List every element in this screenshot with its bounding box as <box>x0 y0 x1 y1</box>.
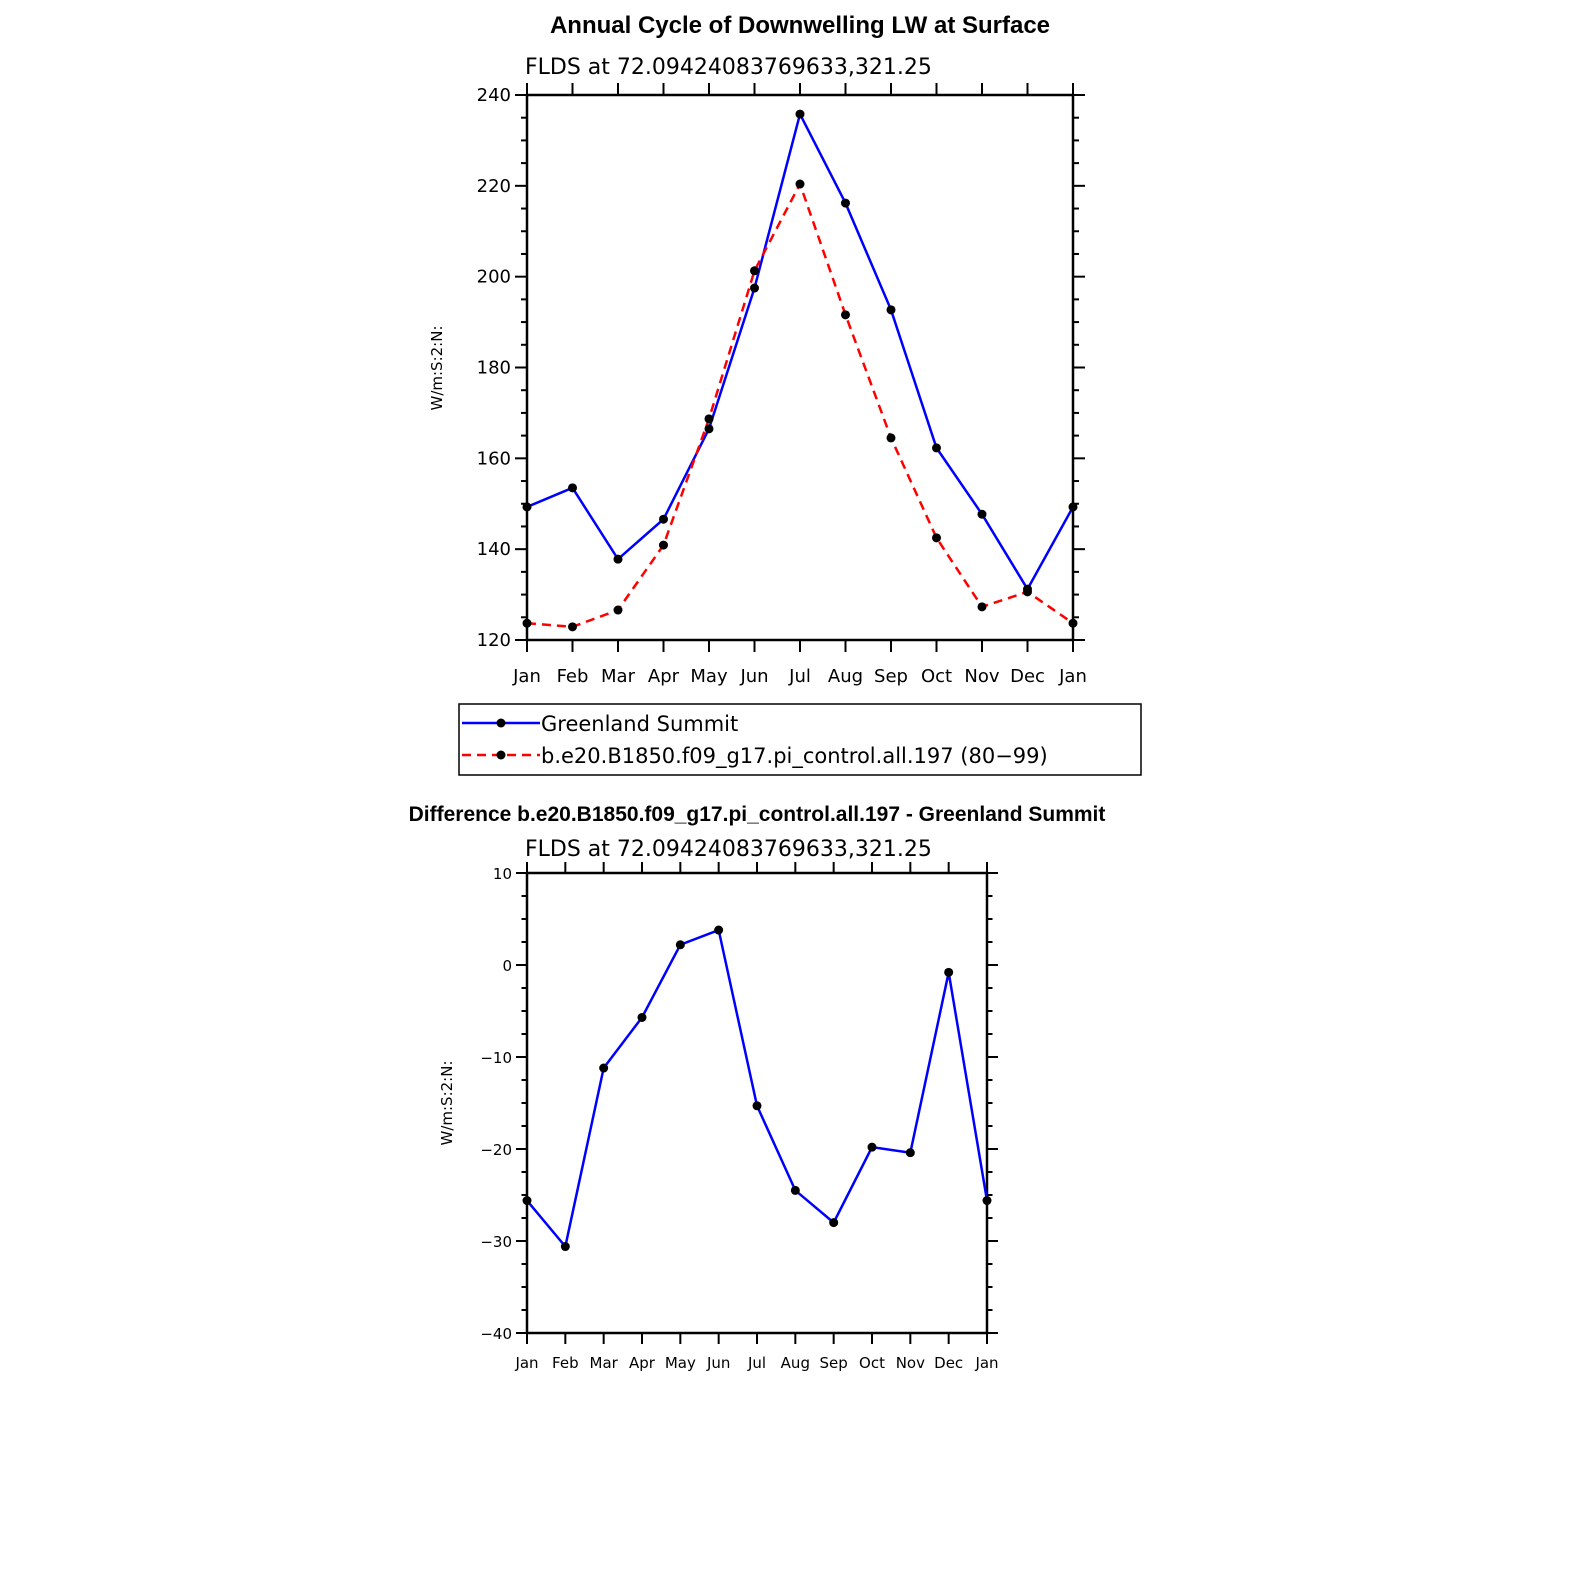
x-tick-label: Jun <box>739 666 768 687</box>
data-point <box>944 967 954 977</box>
data-point <box>1023 587 1032 597</box>
data-point <box>867 1142 877 1152</box>
y-tick-label: −40 <box>480 1325 512 1343</box>
legend-box <box>458 703 1142 776</box>
x-tick-label: Jun <box>706 1354 730 1372</box>
x-tick-label: Nov <box>896 1354 925 1372</box>
x-tick-label: Sep <box>874 666 908 687</box>
x-tick-label: Dec <box>1010 666 1045 687</box>
y-tick-label: 160 <box>477 448 511 469</box>
x-tick-label: Mar <box>590 1354 619 1372</box>
data-point <box>659 540 668 550</box>
x-tick-label: May <box>665 1354 696 1372</box>
data-point <box>932 443 941 453</box>
x-tick-label: Apr <box>629 1354 656 1372</box>
legend-marker <box>496 750 506 760</box>
data-point <box>795 109 805 119</box>
y-tick-label: 140 <box>477 539 511 560</box>
chart-title: Difference b.e20.B1850.f09_g17.pi_contro… <box>409 803 1106 826</box>
chart-title: Annual Cycle of Downwelling LW at Surfac… <box>550 12 1050 39</box>
data-point <box>752 1101 762 1111</box>
data-point <box>1068 502 1078 512</box>
data-point <box>568 483 577 493</box>
data-point <box>977 509 987 519</box>
x-tick-label: Dec <box>934 1354 963 1372</box>
data-point <box>704 424 714 434</box>
y-axis-label: W/m:S:2:N: <box>428 326 446 411</box>
y-tick-label: 120 <box>477 630 511 651</box>
chart-subtitle: FLDS at 72.09424083769633,321.25 <box>525 55 932 80</box>
x-tick-label: Aug <box>828 666 863 687</box>
x-tick-label: Sep <box>820 1354 848 1372</box>
data-point <box>522 1196 532 1206</box>
x-tick-label: Oct <box>859 1354 885 1372</box>
data-point <box>795 179 805 189</box>
legend-marker <box>496 718 506 728</box>
data-point <box>841 198 850 208</box>
data-point <box>637 1012 647 1022</box>
y-tick-label: −30 <box>480 1233 512 1251</box>
x-tick-label: Jul <box>747 1354 766 1372</box>
y-tick-label: 200 <box>477 267 511 288</box>
data-point <box>977 602 987 612</box>
x-tick-label: Jan <box>514 1354 538 1372</box>
x-tick-label: May <box>690 666 728 687</box>
data-point <box>886 433 896 443</box>
data-point <box>829 1218 839 1228</box>
data-point <box>599 1063 609 1073</box>
data-point <box>841 310 850 320</box>
y-tick-label: 180 <box>477 358 511 379</box>
data-point <box>750 266 759 276</box>
data-point <box>568 622 577 632</box>
top-plot: 120 140 160 180 200 220 240 Jan Feb Mar Apr May Jun J… <box>477 83 1087 687</box>
data-point <box>613 605 623 615</box>
y-tick-label: −10 <box>480 1049 512 1067</box>
bottom-plot: −40 −30 −20 −10 0 10 Jan Feb Mar Apr May Jun Jul Aug S… <box>480 862 999 1372</box>
data-point <box>613 554 623 564</box>
x-tick-label: Feb <box>552 1354 579 1372</box>
x-tick-label: Jul <box>788 666 811 687</box>
x-tick-label: Jan <box>974 1354 998 1372</box>
plot-frame <box>525 93 1075 642</box>
data-point <box>560 1242 570 1252</box>
data-point <box>704 414 714 424</box>
x-tick-label: Nov <box>964 666 999 687</box>
data-point <box>659 514 668 524</box>
data-point <box>886 305 896 315</box>
data-point <box>750 283 759 293</box>
y-tick-label: −20 <box>480 1141 512 1159</box>
data-point <box>932 533 941 543</box>
y-tick-label: 220 <box>477 176 511 197</box>
y-tick-label: 10 <box>493 865 512 883</box>
y-axis-label: W/m:S:2:N: <box>438 1061 456 1146</box>
y-tick-label: 0 <box>502 957 512 975</box>
x-tick-label: Oct <box>921 666 952 687</box>
data-point <box>714 925 724 935</box>
data-point <box>905 1148 915 1158</box>
y-tick-label: 240 <box>477 85 511 106</box>
x-tick-label: Feb <box>557 666 589 687</box>
data-point <box>522 618 532 628</box>
series-line <box>526 928 989 1250</box>
data-point <box>790 1185 800 1195</box>
data-point <box>982 1196 992 1206</box>
legend-label: b.e20.B1850.f09_g17.pi_control.all.197 (… <box>541 744 1048 769</box>
legend-label: Greenland Summit <box>541 712 738 736</box>
data-point <box>1068 618 1078 628</box>
x-tick-label: Jan <box>512 666 541 687</box>
x-tick-label: Apr <box>648 666 680 687</box>
chart-subtitle: FLDS at 72.09424083769633,321.25 <box>525 837 932 862</box>
x-tick-label: Aug <box>781 1354 810 1372</box>
legend: Greenland Summit b.e20.B1850.f09_g17.pi_… <box>458 703 1142 776</box>
data-point <box>675 940 685 950</box>
x-tick-label: Jan <box>1058 666 1087 687</box>
series-line <box>526 180 1074 629</box>
x-tick-label: Mar <box>601 666 636 687</box>
data-point <box>522 502 532 512</box>
